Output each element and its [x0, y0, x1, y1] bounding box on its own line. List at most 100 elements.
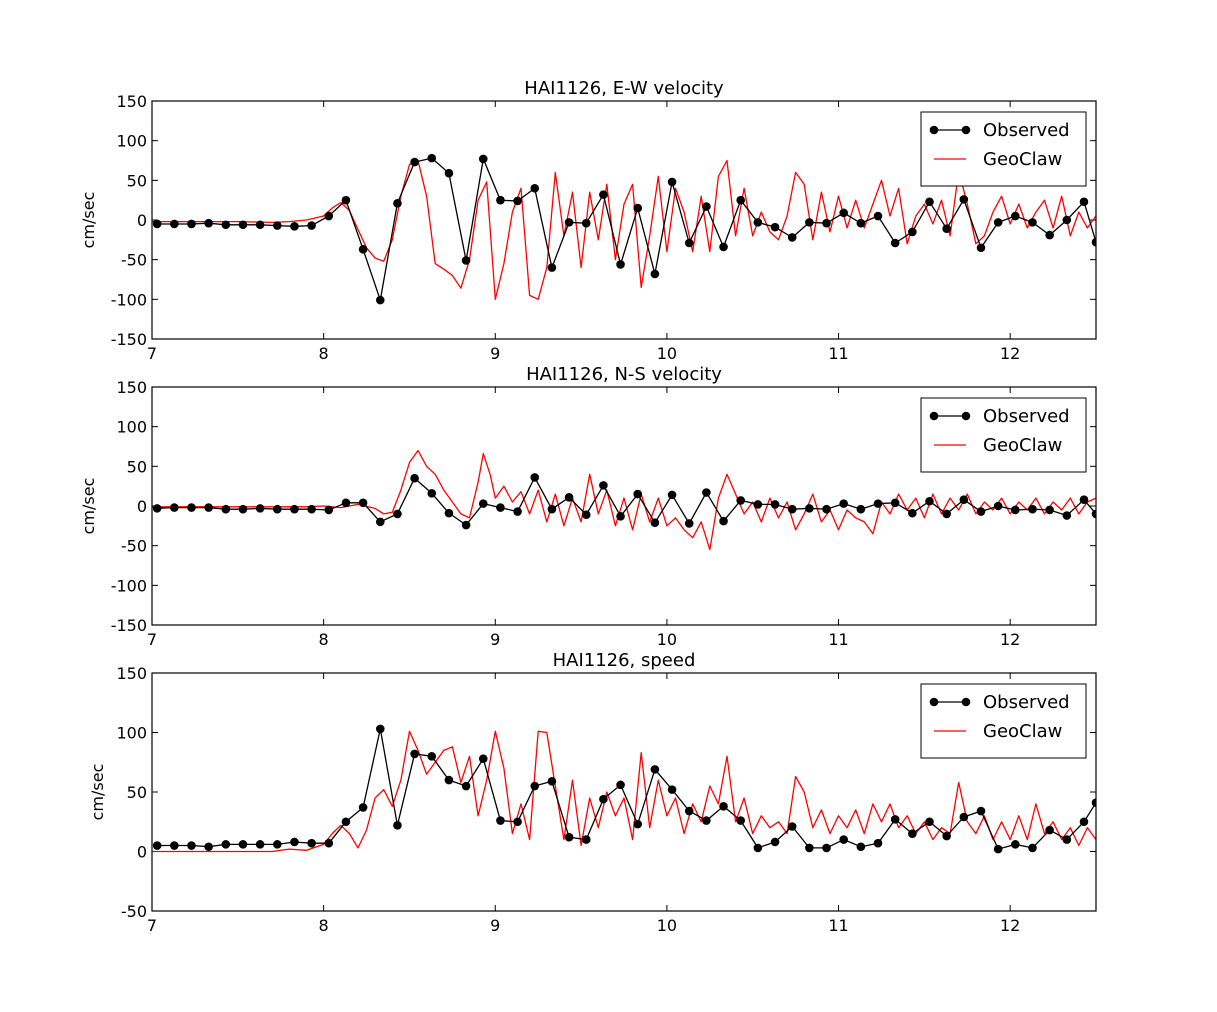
data-point — [324, 505, 334, 515]
data-point — [925, 496, 934, 506]
y-axis-label: cm/sec — [79, 192, 98, 249]
legend-marker — [961, 411, 971, 421]
data-point — [547, 776, 557, 786]
data-point — [839, 208, 848, 218]
y-tick-label: -50 — [121, 251, 147, 270]
data-point — [187, 841, 196, 850]
data-point — [444, 775, 454, 785]
data-point — [667, 177, 677, 187]
data-point — [719, 801, 728, 811]
data-point — [1028, 218, 1037, 227]
data-point — [444, 508, 454, 518]
data-point — [581, 835, 591, 844]
data-point — [478, 154, 488, 164]
data-point — [702, 202, 711, 211]
data-point — [787, 233, 797, 242]
data-point — [496, 816, 505, 825]
legend-box — [920, 397, 1087, 473]
data-point — [307, 504, 316, 514]
data-point — [341, 195, 351, 205]
data-point — [255, 840, 265, 849]
data-point — [547, 504, 557, 514]
data-point — [993, 844, 1003, 854]
data-point — [1011, 505, 1020, 515]
plot-frame — [151, 386, 1097, 626]
x-tick-label: 12 — [1000, 630, 1020, 649]
data-point — [221, 504, 231, 514]
data-point — [461, 256, 471, 265]
data-point — [461, 520, 471, 530]
data-point — [616, 512, 625, 521]
legend-label: Observed — [983, 120, 1070, 141]
data-point — [358, 245, 368, 254]
data-point — [272, 840, 282, 849]
data-point — [787, 504, 797, 514]
data-point — [684, 238, 694, 248]
series-observed — [152, 724, 1096, 854]
legend-label: Observed — [983, 692, 1070, 713]
data-point — [427, 752, 437, 761]
data-point — [719, 516, 728, 526]
y-axis-label: cm/sec — [88, 764, 107, 821]
data-point — [822, 843, 831, 853]
data-point — [959, 812, 969, 822]
x-tick-label: 12 — [1000, 916, 1020, 935]
data-point — [170, 219, 179, 229]
data-point — [976, 243, 986, 253]
data-point — [908, 227, 917, 237]
data-point — [650, 518, 660, 527]
data-point — [427, 153, 437, 163]
data-point — [530, 473, 540, 482]
data-point — [410, 749, 419, 759]
x-tick-label: 11 — [828, 916, 848, 935]
data-point — [633, 489, 643, 499]
data-point — [942, 831, 951, 841]
data-point — [1091, 237, 1096, 247]
legend-box — [920, 111, 1087, 187]
data-point — [496, 503, 505, 512]
data-point — [152, 504, 162, 513]
plot-frame — [151, 672, 1097, 912]
data-point — [375, 724, 385, 734]
data-point — [1045, 505, 1054, 515]
data-point — [770, 500, 780, 509]
data-point — [393, 199, 402, 208]
series-line-observed — [157, 476, 1096, 526]
data-point — [1011, 211, 1020, 221]
data-point — [513, 817, 522, 827]
y-tick-label: 0 — [137, 211, 147, 230]
data-point — [375, 295, 385, 305]
data-point — [341, 498, 351, 508]
data-point — [358, 498, 368, 508]
data-point — [1079, 817, 1089, 827]
series-observed — [152, 153, 1096, 305]
legend-marker — [929, 411, 939, 421]
y-tick-label: 0 — [137, 843, 147, 862]
data-point — [993, 501, 1003, 511]
data-point — [187, 219, 196, 229]
legend-box — [920, 683, 1087, 759]
data-point — [650, 765, 660, 774]
series-observed — [152, 473, 1096, 530]
chart-panel: HAI1126, speed cm/sec -50 0 50 100 150 7 8 9 10 11 1… — [88, 650, 1097, 935]
data-point — [839, 499, 848, 508]
data-point — [959, 195, 969, 204]
data-point — [599, 190, 608, 199]
chart-panel: HAI1126, E-W velocity cm/sec -150 -100 -50 0 5… — [79, 78, 1097, 363]
data-point — [204, 503, 213, 512]
data-point — [684, 519, 694, 528]
data-point — [702, 488, 711, 497]
data-point — [976, 507, 986, 516]
data-point — [393, 509, 402, 519]
data-point — [805, 218, 814, 227]
legend-marker — [961, 697, 971, 707]
data-point — [324, 838, 334, 848]
x-tick-label: 11 — [828, 344, 848, 363]
data-point — [942, 224, 951, 234]
data-point — [925, 197, 934, 207]
data-point — [976, 806, 986, 816]
data-point — [993, 218, 1003, 227]
data-point — [1045, 825, 1054, 835]
data-point — [307, 838, 316, 848]
data-point — [616, 260, 625, 269]
